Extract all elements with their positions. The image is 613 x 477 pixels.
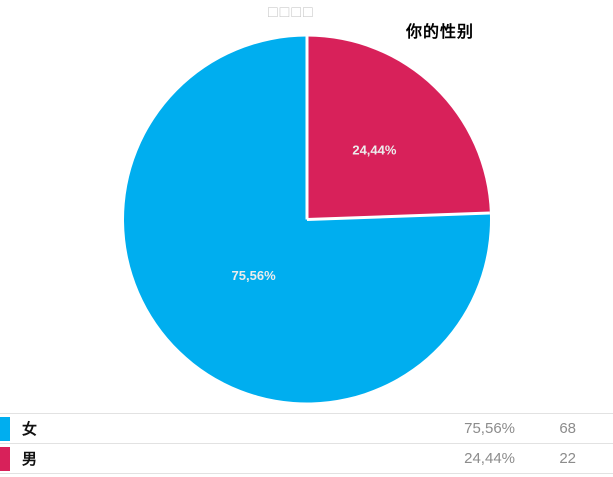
legend-row: 男 24,44% 22 [0, 443, 613, 473]
chart-area: □□□□ 你的性别 24,44% 75,56% [124, 4, 491, 403]
missing-glyph-title: □□□□ [268, 4, 315, 21]
pie-chart: 24,44% 75,56% [124, 36, 491, 403]
legend-count: 22 [559, 450, 576, 467]
slice-label-男: 24,44% [352, 143, 397, 158]
chart-title: 你的性别 [406, 24, 475, 41]
slice-separator [306, 211, 490, 221]
pie-slice-男[interactable] [307, 36, 490, 220]
legend-swatch [0, 416, 10, 441]
legend-label: 女 [22, 421, 38, 438]
legend-count: 68 [559, 420, 576, 437]
legend-percent: 24,44% [464, 450, 515, 467]
legend-swatch [0, 446, 10, 471]
slice-label-女: 75,56% [232, 268, 277, 283]
legend-table: 女 75,56% 68 男 24,44% 22 [0, 413, 613, 474]
legend-row: 女 75,56% 68 [0, 413, 613, 443]
legend-label: 男 [22, 451, 38, 468]
legend-percent: 75,56% [464, 420, 515, 437]
